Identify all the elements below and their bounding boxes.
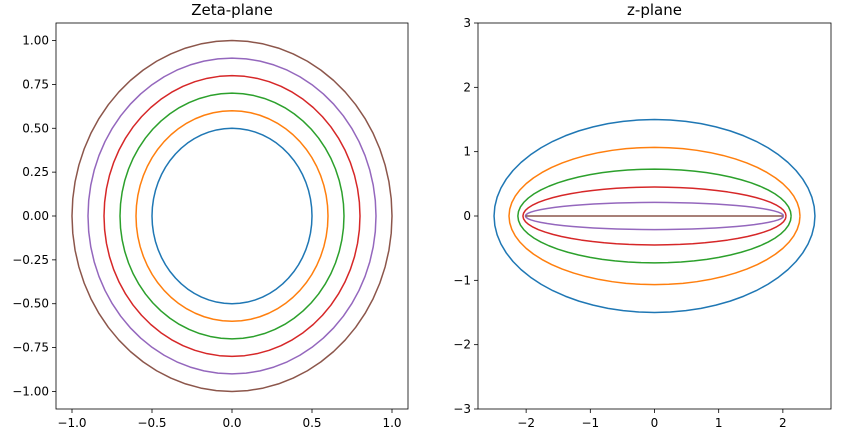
zeta-curve-3 [103,74,361,358]
y-tick-label: 1 [463,145,471,159]
y-tick-label: −0.25 [12,253,49,267]
y-tick-label: 0.25 [22,165,49,179]
x-tick-label: −2 [517,416,535,430]
y-tick-label: −3 [453,402,471,416]
axes-frame [55,22,409,410]
y-tick-label: 0.00 [22,209,49,223]
z-curve-1 [508,146,801,286]
x-tick-label: 2 [779,416,787,430]
z-curve-3 [522,186,787,246]
x-tick-label: −1 [581,416,599,430]
zeta-curve-4 [87,57,377,375]
zeta-plane-panel: Zeta-plane −1.0 −0.5 0.0 0.5 1.0 −1.00 −0.75 −0… [12,1,409,430]
y-tick-label: −1 [453,273,471,287]
y-tick-label: −2 [453,338,471,352]
z-plane-panel: z-plane −2 −1 0 1 2 −3 −2 −1 0 1 2 3 [453,1,832,430]
y-tick-label: −1.00 [12,384,49,398]
x-tick-label: 0 [651,416,659,430]
z-curve-2 [517,168,792,264]
zeta-curve-0 [151,127,313,305]
y-tick-label: −0.75 [12,341,49,355]
zeta-plane-title: Zeta-plane [191,1,273,19]
y-tick-label: 0.50 [22,121,49,135]
z-plane-title: z-plane [627,1,682,19]
zeta-curve-5 [71,39,393,393]
y-tick-label: −0.50 [12,297,49,311]
y-tick-label: 2 [463,80,471,94]
x-tick-label: 0.0 [222,416,241,430]
z-curve-0 [493,118,816,314]
x-tick-label: 1.0 [382,416,401,430]
y-tick-label: 1.00 [22,34,49,48]
x-tick-label: 0.5 [302,416,321,430]
y-tick-label: 3 [463,16,471,30]
zeta-curve-2 [119,92,345,340]
y-tick-label: 0 [463,209,471,223]
x-tick-label: −1.0 [57,416,86,430]
y-tick-label: 0.75 [22,77,49,91]
x-tick-label: 1 [715,416,723,430]
x-tick-label: −0.5 [137,416,166,430]
zeta-curve-1 [135,109,329,323]
